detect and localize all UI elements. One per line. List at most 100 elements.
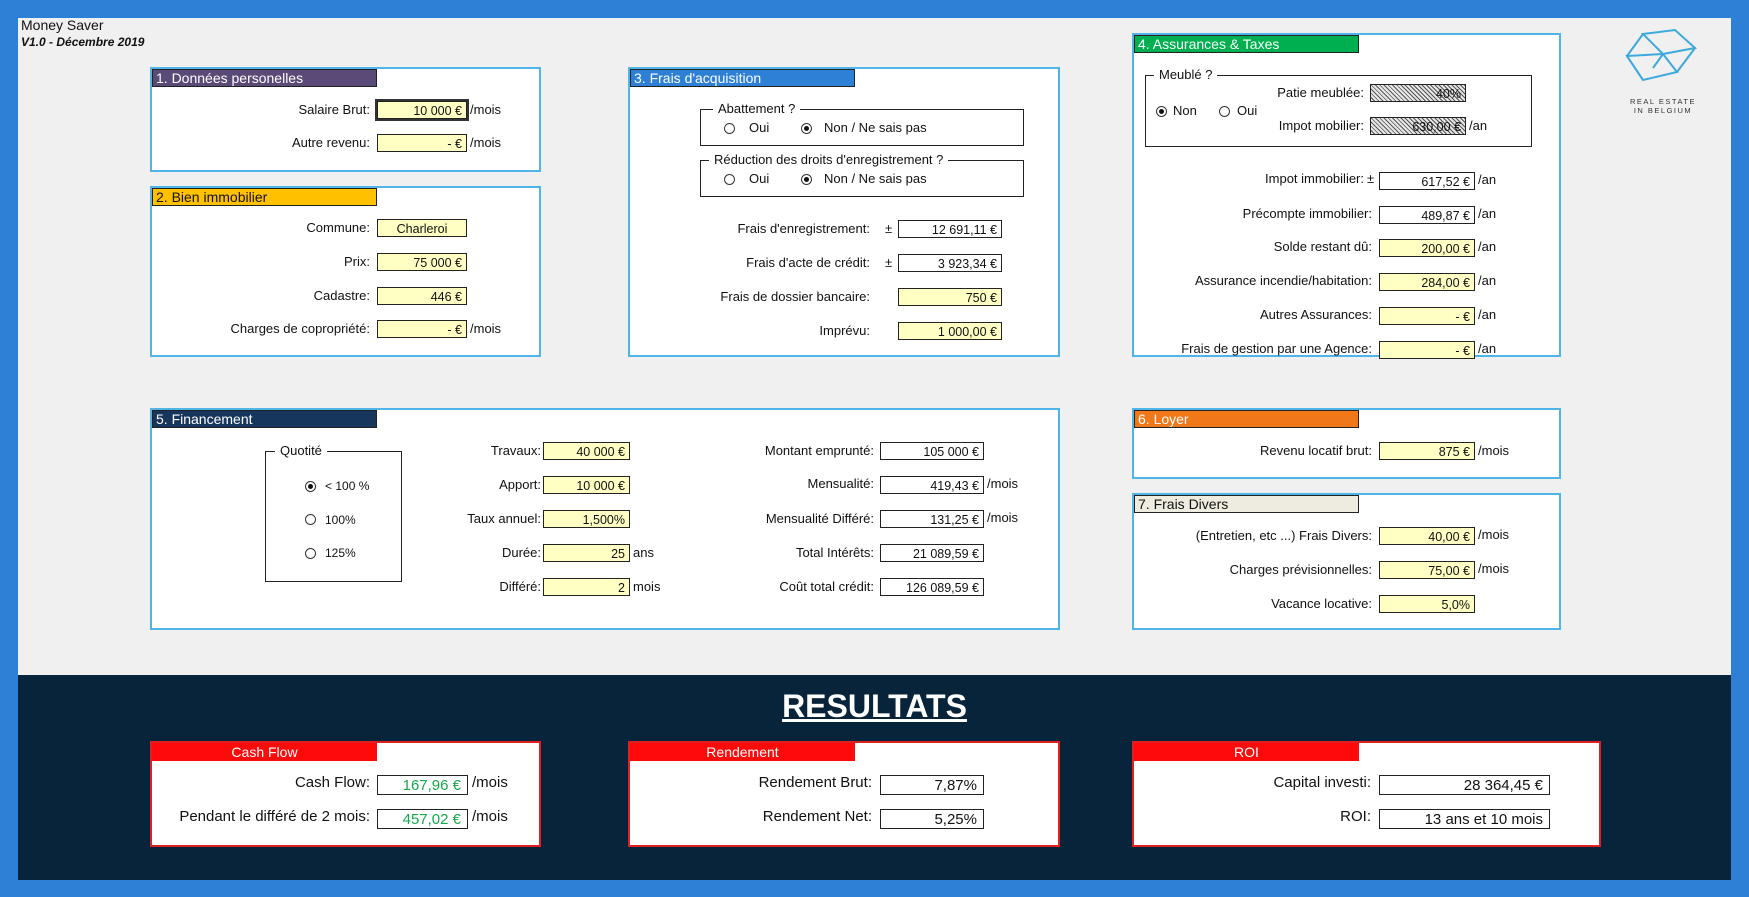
cashflow-value: 167,96 € <box>377 775 468 795</box>
cashflow-differe-label: Pendant le différé de 2 mois: <box>179 808 370 825</box>
house-cube-icon <box>1625 28 1698 82</box>
mensualite-differe-unit: /mois <box>987 510 1019 525</box>
meuble-oui-label: Oui <box>1237 103 1258 118</box>
differe-input[interactable]: 2 <box>543 578 630 596</box>
salaire-input[interactable]: 10 000 € <box>375 99 469 121</box>
frais-gestion-label: Frais de gestion par une Agence: <box>1181 341 1372 356</box>
spreadsheet-area: Money Saver V1.0 - Décembre 2019 REAL ES… <box>18 17 1731 675</box>
rendement-brut-value: 7,87% <box>880 775 984 795</box>
cashflow-label: Cash Flow: <box>294 774 370 791</box>
precompte-label: Précompte immobilier: <box>1242 206 1372 221</box>
assurance-incendie-input[interactable]: 284,00 € <box>1379 273 1475 291</box>
result-cashflow-panel: Cash Flow Cash Flow: 167,96 € /mois Pend… <box>150 741 541 847</box>
abattement-non-label: Non / Ne sais pas <box>824 120 927 135</box>
results-heading: RESULTATS <box>782 688 967 724</box>
panel-title: 4. Assurances & Taxes <box>1134 35 1359 53</box>
rendement-net-label: Rendement Net: <box>762 808 872 825</box>
roi-value: 13 ans et 10 mois <box>1379 809 1550 829</box>
roi-label: ROI: <box>1340 808 1371 825</box>
total-interets-value: 21 089,59 € <box>880 544 984 562</box>
frais-divers-input[interactable]: 40,00 € <box>1379 527 1475 545</box>
duree-input[interactable]: 25 <box>543 544 630 562</box>
result-roi-panel: ROI Capital investi: 28 364,45 € ROI: 13… <box>1132 741 1601 847</box>
quotite-100-label: 100% <box>325 513 356 527</box>
quotite-125-label: 125% <box>325 546 356 560</box>
quotite-100-radio[interactable] <box>305 514 316 525</box>
assurance-incendie-unit: /an <box>1478 273 1497 288</box>
panel-property: 2. Bien immobilier Commune: Charleroi Pr… <box>150 186 541 357</box>
montant-value: 105 000 € <box>880 442 984 460</box>
result-title: ROI <box>1134 743 1359 761</box>
salaire-unit: /mois <box>470 102 502 117</box>
app-version: V1.0 - Décembre 2019 <box>21 35 145 49</box>
abattement-non-radio[interactable] <box>801 123 812 134</box>
charges-prev-input[interactable]: 75,00 € <box>1379 561 1475 579</box>
impot-mobilier-input[interactable]: 630,00 € <box>1370 117 1466 135</box>
solde-input[interactable]: 200,00 € <box>1379 239 1475 257</box>
apport-input[interactable]: 10 000 € <box>543 476 630 494</box>
cadastre-input[interactable]: 446 € <box>377 287 467 305</box>
differe-unit: mois <box>633 579 661 594</box>
imprevu-input[interactable]: 1 000,00 € <box>898 322 1002 340</box>
revenu-locatif-input[interactable]: 875 € <box>1379 442 1475 460</box>
charges-copro-input[interactable]: - € <box>377 320 467 338</box>
quotite-125-radio[interactable] <box>305 548 316 559</box>
frais-gestion-input[interactable]: - € <box>1379 341 1475 359</box>
apport-label: Apport: <box>499 477 541 492</box>
capital-investi-label: Capital investi: <box>1273 774 1371 791</box>
taux-input[interactable]: 1,500% <box>543 510 630 528</box>
meuble-non-label: Non <box>1173 103 1197 118</box>
dossier-bancaire-input[interactable]: 750 € <box>898 288 1002 306</box>
autres-assurances-input[interactable]: - € <box>1379 307 1475 325</box>
impot-mobilier-label: Impot mobilier: <box>1278 118 1364 133</box>
reduction-legend: Réduction des droits d'enregistrement ? <box>709 152 949 167</box>
autres-assurances-unit: /an <box>1478 307 1497 322</box>
meuble-non-radio[interactable] <box>1156 106 1167 117</box>
revenu-locatif-unit: /mois <box>1478 443 1510 458</box>
result-title: Cash Flow <box>152 743 377 761</box>
reduction-oui-radio[interactable] <box>724 174 735 185</box>
prix-input[interactable]: 75 000 € <box>377 253 467 271</box>
taux-label: Taux annuel: <box>467 511 541 526</box>
cadastre-label: Cadastre: <box>313 288 370 303</box>
patie-meublee-input[interactable]: 40% <box>1370 84 1466 102</box>
quotite-lt100-label: < 100 % <box>325 479 370 493</box>
revenu-locatif-label: Revenu locatif brut: <box>1259 443 1372 458</box>
panel-title: 3. Frais d'acquisition <box>630 69 855 87</box>
reduction-non-radio[interactable] <box>801 174 812 185</box>
enregistrement-label: Frais d'enregistrement: <box>737 221 870 236</box>
mensualite-differe-label: Mensualité Différé: <box>765 511 874 526</box>
app-title: Money Saver <box>21 17 104 33</box>
duree-unit: ans <box>633 545 654 560</box>
cashflow-unit: /mois <box>472 774 508 791</box>
autre-revenu-unit: /mois <box>470 135 502 150</box>
acte-credit-label: Frais d'acte de crédit: <box>746 255 870 270</box>
panel-personal-data: 1. Données personelles Salaire Brut: 10 … <box>150 67 541 172</box>
autre-revenu-input[interactable]: - € <box>377 134 467 152</box>
impot-mobilier-unit: /an <box>1469 118 1488 133</box>
quotite-lt100-radio[interactable] <box>305 481 316 492</box>
precompte-unit: /an <box>1478 206 1497 221</box>
logo-text-1: REAL ESTATE <box>1630 97 1696 106</box>
panel-rent: 6. Loyer Revenu locatif brut: 875 € /moi… <box>1132 408 1561 479</box>
abattement-legend: Abattement ? <box>713 101 801 116</box>
panel-title: 6. Loyer <box>1134 410 1359 428</box>
acte-credit-value: 3 923,34 € <box>898 254 1002 272</box>
result-title: Rendement <box>630 743 855 761</box>
abattement-group: Abattement ? Oui Non / Ne sais pas <box>700 101 1024 146</box>
enregistrement-pm: ± <box>885 221 893 236</box>
vacance-input[interactable]: 5,0% <box>1379 595 1475 613</box>
impot-immobilier-value: 617,52 € <box>1379 172 1475 190</box>
frais-divers-label: (Entretien, etc ...) Frais Divers: <box>1195 528 1372 543</box>
abattement-oui-label: Oui <box>749 120 770 135</box>
montant-label: Montant emprunté: <box>764 443 874 458</box>
solde-unit: /an <box>1478 239 1497 254</box>
acte-credit-pm: ± <box>885 255 893 270</box>
precompte-value: 489,87 € <box>1379 206 1475 224</box>
travaux-input[interactable]: 40 000 € <box>543 442 630 460</box>
duree-label: Durée: <box>501 545 541 560</box>
abattement-oui-radio[interactable] <box>724 123 735 134</box>
autre-revenu-label: Autre revenu: <box>291 135 370 150</box>
meuble-oui-radio[interactable] <box>1219 106 1230 117</box>
commune-input[interactable]: Charleroi <box>377 219 467 237</box>
